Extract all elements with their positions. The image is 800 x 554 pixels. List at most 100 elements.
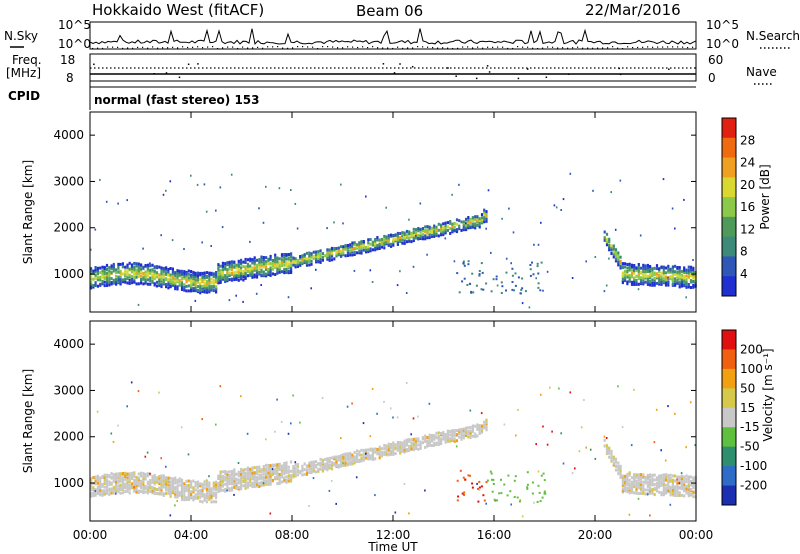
velocity-cell — [392, 446, 395, 450]
velocity-cell — [626, 480, 629, 484]
freq-point — [197, 63, 199, 65]
power-cell — [265, 268, 268, 271]
velocity-cell — [460, 435, 463, 439]
nsearch-point — [217, 47, 219, 50]
velocity-cell — [369, 454, 372, 458]
velocity-cell — [649, 483, 652, 487]
colorbar-tick-label: 15 — [740, 401, 755, 415]
velocity-cell — [605, 446, 609, 450]
power-cell — [405, 240, 409, 244]
velocity-cell — [169, 476, 172, 480]
velocity-cell — [169, 514, 172, 517]
velocity-cell — [401, 446, 404, 450]
power-cell — [169, 284, 172, 288]
power-cell — [142, 247, 144, 250]
colorbar-frame — [721, 329, 737, 506]
power-cell — [674, 272, 677, 276]
velocity-cell — [678, 491, 681, 495]
power-cell — [224, 274, 227, 277]
power-cell — [667, 276, 669, 279]
power-cell — [624, 273, 627, 276]
nsearch-point — [207, 46, 209, 48]
velocity-cell — [344, 461, 347, 465]
power-cell — [146, 274, 149, 278]
power-cell — [608, 237, 611, 241]
power-cell — [392, 240, 395, 244]
power-cell — [385, 238, 388, 242]
power-cell — [133, 261, 136, 265]
velocity-cell — [430, 433, 434, 437]
power-cell — [262, 262, 265, 266]
velocity-cell — [215, 485, 218, 489]
power-cell — [140, 277, 143, 281]
power-cell — [340, 254, 343, 258]
power-cell — [385, 241, 388, 244]
velocity-cell — [685, 474, 688, 478]
velocity-cell — [240, 476, 243, 480]
velocity-cell — [124, 478, 127, 482]
power-cell — [167, 273, 170, 277]
power-cell — [417, 233, 420, 237]
velocity-cell — [126, 472, 129, 476]
velocity-cell — [380, 450, 384, 454]
power-cell — [94, 269, 97, 273]
velocity-cell — [630, 444, 633, 447]
velocity-cell — [208, 481, 211, 485]
velocity-cell — [353, 451, 356, 454]
power-cell — [674, 227, 676, 230]
power-cell — [371, 281, 374, 283]
power-cell — [262, 273, 265, 277]
velocity-cell — [162, 479, 165, 483]
velocity-cell — [667, 405, 669, 408]
power-cell — [426, 230, 429, 234]
velocity-cell — [205, 496, 209, 500]
power-cell — [358, 251, 361, 255]
power-cell — [630, 268, 634, 272]
velocity-cell — [183, 485, 186, 489]
velocity-cell — [383, 400, 385, 403]
power-cell — [360, 248, 363, 252]
power-cell — [319, 260, 322, 264]
velocity-cell — [477, 487, 479, 490]
velocity-cell — [146, 482, 149, 486]
power-cell — [401, 232, 404, 236]
freq-point — [447, 67, 449, 69]
velocity-cell — [180, 426, 183, 429]
power-cell — [612, 255, 615, 259]
power-cell — [135, 264, 138, 268]
velocity-cell — [90, 480, 93, 484]
freq-point — [153, 72, 155, 75]
power-cell — [605, 240, 609, 244]
power-cell — [303, 253, 306, 257]
velocity-cell — [603, 438, 606, 442]
velocity-cell — [210, 491, 213, 495]
power-cell — [349, 249, 352, 253]
velocity-cell — [130, 482, 134, 486]
power-cell — [276, 264, 279, 268]
velocity-cell — [317, 467, 320, 471]
velocity-cell — [671, 478, 674, 482]
velocity-cell — [692, 478, 695, 482]
power-cell — [212, 272, 215, 276]
power-cell — [130, 281, 134, 285]
velocity-cell — [224, 489, 227, 493]
velocity-cell — [112, 479, 115, 483]
velocity-cell — [228, 479, 231, 483]
velocity-cell — [621, 478, 624, 482]
power-cell — [487, 189, 490, 192]
power-cell — [662, 178, 665, 181]
velocity-cell — [171, 487, 174, 491]
velocity-cell — [174, 490, 177, 494]
power-cell — [140, 274, 143, 278]
power-cell — [401, 238, 404, 242]
power-cell — [466, 284, 469, 286]
power-cell — [328, 248, 331, 252]
velocity-cell — [394, 446, 397, 450]
velocity-cell — [538, 491, 541, 494]
power-cell — [474, 215, 477, 219]
power-cell — [101, 275, 104, 279]
velocity-cell — [99, 479, 102, 483]
power-cell — [205, 285, 209, 289]
velocity-cell — [471, 430, 474, 434]
colorbar-tick-label: 12 — [740, 222, 755, 236]
